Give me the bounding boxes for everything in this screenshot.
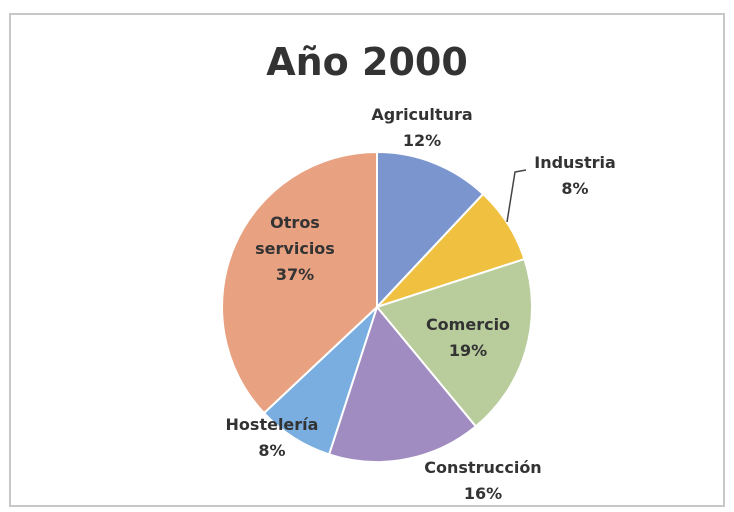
value-label: 19% [448,341,488,360]
data-label: Otros servicios 37% [250,210,340,288]
chart-title: Año 2000 [266,40,468,84]
leader-line [506,169,527,223]
data-label: Construcción 16% [418,455,548,507]
category-label: Otros servicios [255,213,335,258]
category-label: Construcción [424,458,542,477]
data-label: Industria 8% [510,150,640,202]
value-label: 16% [463,484,503,503]
category-label: Industria [534,153,616,172]
pie-slice [327,304,478,463]
pie-slice [221,150,378,415]
pie-slice [375,257,533,428]
value-label: 8% [561,179,589,198]
category-label: Agricultura [371,105,473,124]
pie-slice [376,150,485,310]
data-label: Agricultura 12% [367,102,477,154]
category-label: Comercio [425,315,511,334]
category-label: Hostelería [225,415,319,434]
value-label: 37% [275,265,315,284]
value-label: 12% [402,131,442,150]
data-label: Comercio 19% [413,312,523,364]
value-label: 8% [258,441,286,460]
data-label: Hostelería 8% [217,412,327,464]
